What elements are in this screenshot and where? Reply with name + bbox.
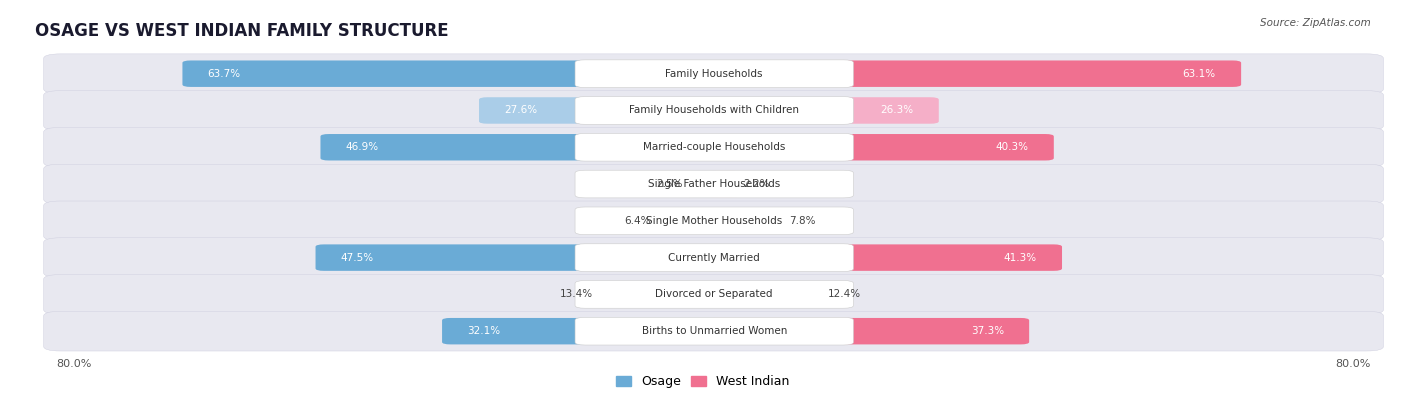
Text: 63.1%: 63.1% [1182, 69, 1216, 79]
FancyBboxPatch shape [706, 318, 1029, 344]
Text: 26.3%: 26.3% [880, 105, 914, 115]
FancyBboxPatch shape [44, 238, 1384, 277]
Text: 40.3%: 40.3% [995, 142, 1029, 152]
Text: 46.9%: 46.9% [346, 142, 378, 152]
FancyBboxPatch shape [685, 171, 723, 197]
Text: 7.8%: 7.8% [790, 216, 815, 226]
Text: 32.1%: 32.1% [467, 326, 501, 336]
Text: 27.6%: 27.6% [505, 105, 537, 115]
Text: 12.4%: 12.4% [827, 290, 860, 299]
FancyBboxPatch shape [706, 60, 1241, 87]
FancyBboxPatch shape [596, 281, 723, 308]
Text: 6.4%: 6.4% [624, 216, 651, 226]
FancyBboxPatch shape [44, 128, 1384, 167]
FancyBboxPatch shape [44, 91, 1384, 130]
FancyBboxPatch shape [575, 244, 853, 271]
Text: Currently Married: Currently Married [668, 253, 761, 263]
FancyBboxPatch shape [575, 134, 853, 161]
FancyBboxPatch shape [321, 134, 723, 160]
FancyBboxPatch shape [706, 97, 939, 124]
FancyBboxPatch shape [441, 318, 723, 344]
Text: OSAGE VS WEST INDIAN FAMILY STRUCTURE: OSAGE VS WEST INDIAN FAMILY STRUCTURE [35, 22, 449, 40]
Text: 47.5%: 47.5% [340, 253, 374, 263]
Text: Married-couple Households: Married-couple Households [643, 142, 786, 152]
FancyBboxPatch shape [575, 170, 853, 198]
Text: Source: ZipAtlas.com: Source: ZipAtlas.com [1260, 18, 1371, 28]
Text: 13.4%: 13.4% [560, 290, 593, 299]
FancyBboxPatch shape [479, 97, 723, 124]
Text: Single Mother Households: Single Mother Households [647, 216, 782, 226]
FancyBboxPatch shape [575, 207, 853, 235]
FancyBboxPatch shape [706, 281, 824, 308]
FancyBboxPatch shape [706, 134, 1054, 160]
Text: 2.5%: 2.5% [657, 179, 682, 189]
FancyBboxPatch shape [706, 208, 787, 234]
FancyBboxPatch shape [315, 245, 723, 271]
Legend: Osage, West Indian: Osage, West Indian [612, 370, 794, 393]
Text: Single Father Households: Single Father Households [648, 179, 780, 189]
FancyBboxPatch shape [575, 280, 853, 308]
FancyBboxPatch shape [575, 97, 853, 124]
Text: Family Households with Children: Family Households with Children [630, 105, 799, 115]
FancyBboxPatch shape [706, 245, 1062, 271]
FancyBboxPatch shape [44, 201, 1384, 241]
Text: 80.0%: 80.0% [1336, 359, 1371, 369]
FancyBboxPatch shape [706, 171, 741, 197]
Text: 37.3%: 37.3% [970, 326, 1004, 336]
FancyBboxPatch shape [44, 311, 1384, 351]
Text: 2.2%: 2.2% [744, 179, 770, 189]
FancyBboxPatch shape [44, 275, 1384, 314]
FancyBboxPatch shape [44, 164, 1384, 204]
Text: Births to Unmarried Women: Births to Unmarried Women [641, 326, 787, 336]
Text: Divorced or Separated: Divorced or Separated [655, 290, 773, 299]
FancyBboxPatch shape [575, 60, 853, 88]
Text: 80.0%: 80.0% [56, 359, 91, 369]
FancyBboxPatch shape [575, 317, 853, 345]
FancyBboxPatch shape [44, 54, 1384, 94]
FancyBboxPatch shape [654, 208, 723, 234]
Text: 63.7%: 63.7% [208, 69, 240, 79]
Text: Family Households: Family Households [665, 69, 763, 79]
Text: 41.3%: 41.3% [1004, 253, 1036, 263]
FancyBboxPatch shape [183, 60, 723, 87]
